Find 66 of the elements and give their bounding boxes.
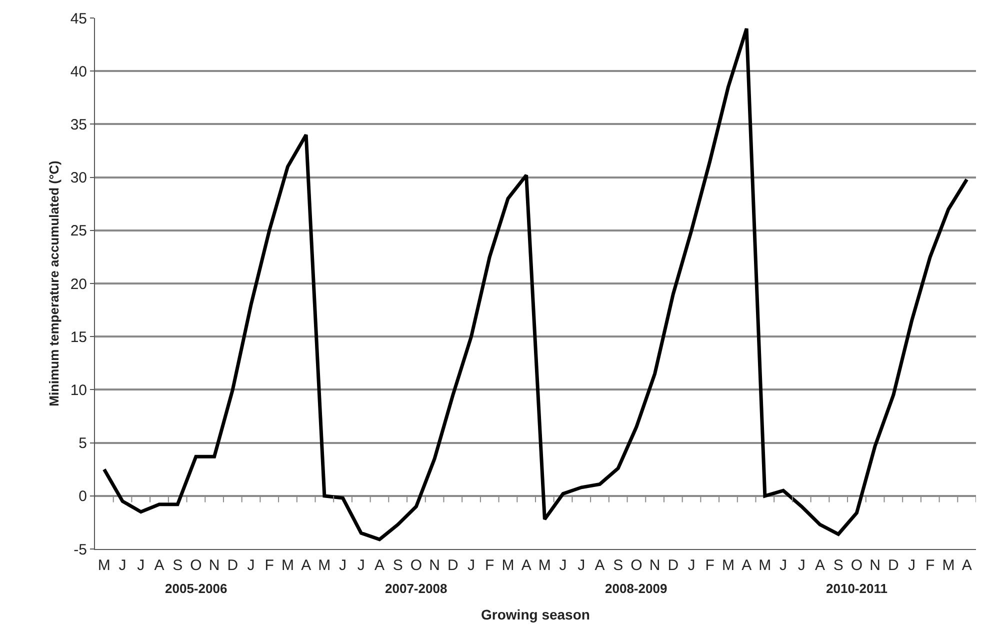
x-tick-label: S [392, 557, 403, 574]
x-tick-label: J [578, 557, 586, 574]
x-tick-label: M [98, 557, 110, 574]
text: 2008-2009 [605, 581, 668, 596]
x-tick-label: F [926, 557, 935, 574]
x-tick-label: D [668, 557, 679, 574]
x-tick-label: J [468, 557, 476, 574]
x-tick-label: O [630, 557, 642, 574]
x-tick-label: F [485, 557, 494, 574]
x-tick-label: F [264, 557, 274, 574]
x-tick-label: O [850, 557, 863, 574]
x-tick-label: D [447, 557, 458, 574]
x-tick-label: N [208, 557, 220, 574]
x-tick-label: N [429, 557, 440, 574]
y-tick-label: -5 [74, 541, 87, 558]
x-tick-label: J [908, 557, 916, 574]
x-tick-label: J [357, 557, 365, 574]
x-axis-title: Growing season [481, 606, 590, 622]
x-tick-label: A [814, 557, 825, 574]
x-tick-label: J [247, 557, 255, 574]
y-tick-label: 15 [70, 328, 87, 346]
x-tick-label: M [281, 557, 294, 574]
x-tick-label: S [613, 557, 624, 574]
text: 2005-2006 [165, 581, 228, 596]
x-tick-label: M [538, 557, 551, 574]
x-tick-label: M [318, 557, 331, 574]
x-tick-label: J [798, 557, 806, 574]
x-tick-label: M [758, 557, 772, 574]
x-tick-label: J [688, 557, 696, 574]
x-tick-label: A [301, 557, 312, 574]
x-tick-label: A [521, 557, 532, 574]
x-tick-label: F [705, 557, 714, 574]
y-tick-label: 35 [70, 116, 87, 134]
y-tick-label: 0 [78, 488, 87, 506]
x-tick-label: M [722, 557, 734, 574]
x-tick-label: M [942, 557, 955, 574]
x-tick-label: N [870, 557, 880, 574]
x-tick-label: N [649, 557, 660, 574]
x-tick-label: A [594, 557, 605, 574]
x-tick-label: J [137, 557, 145, 574]
x-tick-label: J [118, 557, 126, 574]
x-tick-label: S [172, 557, 183, 574]
y-axis-title: Minimum temperature accumulated (°C) [46, 160, 62, 406]
x-tick-label: J [339, 557, 347, 574]
x-tick-label: J [780, 557, 788, 574]
x-tick-label: S [833, 557, 844, 574]
x-tick-label: A [154, 557, 164, 574]
y-tick-label: 45 [70, 10, 87, 28]
x-tick-label: D [227, 557, 238, 574]
x-tick-label: A [742, 557, 752, 574]
text: 2010-2011 [826, 581, 888, 596]
x-tick-label: A [374, 557, 384, 574]
y-tick-label: 20 [70, 276, 87, 293]
x-tick-label: D [888, 557, 899, 574]
y-tick-label: 5 [78, 435, 87, 452]
y-tick-label: 10 [70, 382, 87, 399]
y-tick-label: 40 [70, 63, 87, 80]
text: 2007-2008 [385, 581, 448, 596]
x-tick-label: A [962, 557, 972, 574]
x-tick-label: M [502, 557, 514, 574]
x-tick-label: O [190, 557, 202, 574]
line-series [102, 26, 969, 542]
x-tick-label: O [410, 557, 422, 574]
y-tick-label: 25 [70, 222, 87, 240]
y-tick-label: 30 [70, 170, 87, 187]
x-tick-label: J [559, 557, 567, 574]
